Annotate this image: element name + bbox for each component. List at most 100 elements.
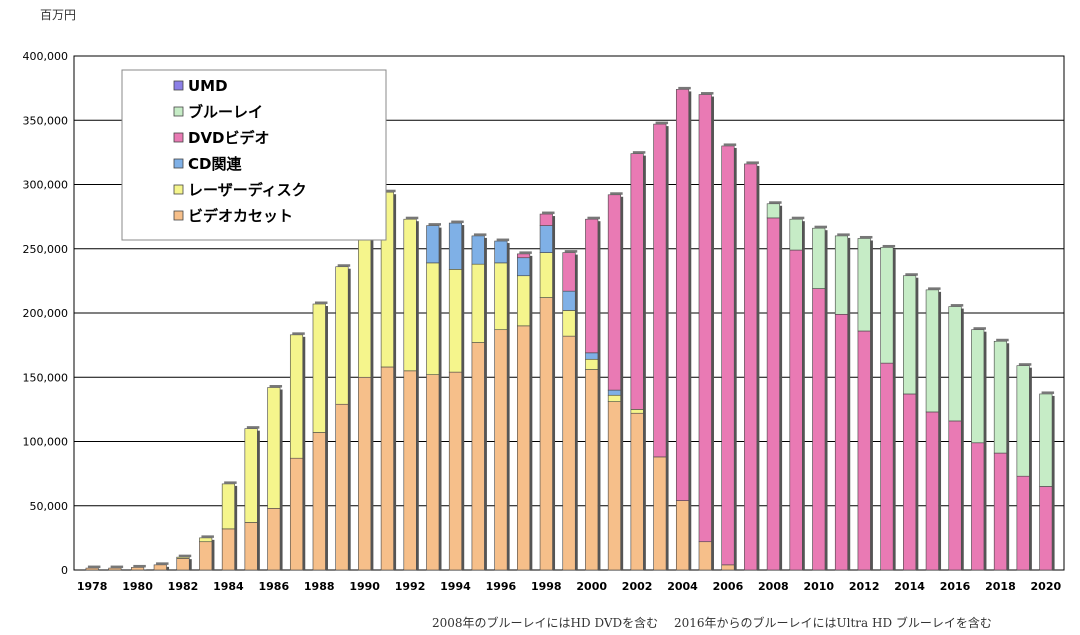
bar-top-edge (201, 535, 214, 538)
x-tick-label: 2000 (576, 580, 607, 593)
bar-segment (630, 153, 644, 410)
bar-segment (675, 500, 690, 571)
bar-segment (199, 537, 213, 543)
bar-segment (971, 329, 985, 444)
bar-segment (517, 257, 531, 277)
x-tick-label: 1980 (122, 580, 153, 593)
bar-top-edge (632, 151, 646, 154)
bar-top-edge (110, 565, 124, 569)
y-tick-label: 100,000 (23, 436, 69, 449)
bar-shadow (643, 155, 646, 570)
bar-top-edge (473, 233, 487, 236)
legend-swatch (173, 132, 184, 143)
bar-segment (744, 163, 758, 571)
bar-segment (517, 275, 531, 327)
bar-top-edge (428, 223, 442, 226)
bar-top-edge (292, 332, 305, 335)
bar-segment (993, 340, 1007, 454)
bar-segment (289, 457, 304, 571)
bar-top-edge (542, 211, 555, 215)
legend-swatch (173, 106, 184, 117)
bar-shadow (280, 389, 283, 570)
x-tick-label: 2004 (667, 580, 698, 593)
bar-segment (517, 325, 531, 571)
bar-segment (199, 541, 213, 571)
bar-shadow (529, 255, 533, 570)
bar-top-edge (587, 216, 600, 220)
bar-segment (176, 558, 190, 571)
bar-top-edge (519, 251, 532, 254)
bar-shadow (847, 237, 851, 570)
bar-shadow (825, 230, 828, 570)
bar-segment (471, 263, 485, 343)
x-tick-label: 2012 (849, 580, 880, 593)
bar-segment (993, 452, 1007, 571)
y-tick-label: 400,000 (23, 50, 69, 63)
bar-segment (539, 225, 553, 253)
bar-top-edge (1041, 391, 1055, 394)
bar-top-edge (746, 161, 759, 164)
bar-segment (812, 288, 826, 571)
bar-shadow (1052, 395, 1055, 570)
footnote-ultra-hd: 2016年からのブルーレイにはUltra HD ブルーレイを含む (673, 616, 992, 630)
x-tick-label: 1982 (168, 580, 199, 593)
legend-label: UMD (188, 77, 228, 95)
bar-segment (585, 352, 599, 360)
bar-top-edge (496, 238, 510, 242)
bar-segment (675, 89, 690, 501)
bar-segment (1016, 365, 1030, 477)
bar-segment (562, 335, 576, 571)
bar-segment (517, 253, 531, 259)
bar-shadow (189, 559, 192, 570)
bar-segment (539, 213, 553, 226)
bar-top-edge (564, 250, 578, 253)
bar-top-edge (769, 201, 782, 204)
bar-shadow (211, 539, 215, 570)
bar-shadow (756, 165, 760, 570)
bar-segment (448, 371, 463, 571)
bar-segment (721, 564, 735, 571)
bar-top-edge (928, 287, 941, 290)
legend-label: ブルーレイ (188, 103, 263, 121)
bar-segment (653, 456, 667, 571)
bar-top-edge (655, 121, 669, 125)
bar-shadow (552, 216, 556, 570)
bar-segment (834, 313, 849, 571)
y-tick-label: 150,000 (23, 371, 69, 384)
bar-segment (471, 342, 485, 571)
bar-segment (562, 252, 576, 292)
x-tick-label: 1998 (531, 580, 562, 593)
bar-shadow (325, 306, 328, 570)
x-tick-label: 2002 (622, 580, 653, 593)
x-tick-label: 1978 (77, 580, 108, 593)
bar-shadow (802, 221, 805, 570)
bar-segment (426, 262, 440, 375)
bar-shadow (507, 243, 510, 571)
bar-shadow (439, 227, 442, 570)
bar-segment (1039, 486, 1053, 571)
bar-shadow (575, 254, 578, 571)
bar-top-edge (337, 264, 351, 267)
bar-segment (380, 366, 394, 571)
bar-top-edge (837, 233, 850, 236)
bars (85, 86, 1055, 571)
bar-segment (789, 249, 803, 571)
x-tick-label: 2008 (758, 580, 789, 593)
y-tick-label: 350,000 (23, 114, 69, 127)
bar-shadow (734, 147, 737, 570)
y-tick-label: 250,000 (23, 243, 69, 256)
legend-label: DVDビデオ (188, 129, 270, 147)
bar-top-edge (246, 426, 260, 429)
bar-shadow (143, 569, 147, 570)
bar-segment (267, 387, 281, 509)
bar-shadow (915, 277, 919, 570)
bar-segment (585, 358, 599, 370)
legend-swatch (173, 184, 184, 195)
x-tick-label: 1994 (440, 580, 471, 593)
bar-shadow (620, 196, 624, 570)
bar-segment (426, 374, 440, 571)
bar-segment (539, 297, 553, 571)
bar-segment (426, 225, 440, 264)
bar-shadow (961, 308, 964, 570)
bar-shadow (393, 194, 397, 570)
